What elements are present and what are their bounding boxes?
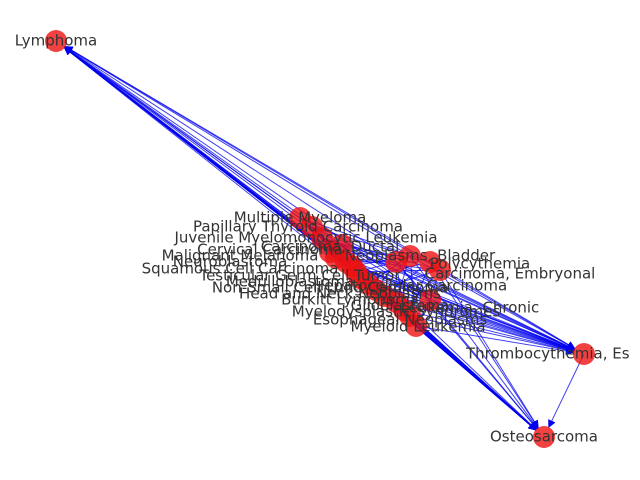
nodes-layer — [45, 30, 595, 448]
node-label-hepatocellular: Hepatocellular Carcinoma — [313, 277, 507, 295]
labels-layer: Lymphoma Thrombocythemia, Es Osteosarcoma M… — [15, 32, 630, 446]
node-label-cervical-carcinoma: Cervical Carcinoma — [197, 241, 343, 259]
node-label-carcinoma-embryonal: Carcinoma, Embryonal — [425, 265, 596, 283]
node-thrombocythemia — [573, 343, 595, 365]
edge-polycythemia-to-lymphoma — [64, 46, 431, 263]
edge-juvenile-myelomonocytic-to-lymphoma — [64, 46, 323, 239]
edge-leukemia-chronic-to-lymphoma — [64, 46, 431, 301]
node-label-malignant-melanoma: Malignant Melanoma — [162, 247, 319, 265]
edge-hepatocellular-to-thrombocythemia — [395, 261, 576, 350]
node-label-juvenile-myelomonocytic: Juvenile Myelomonocytic Leukemia — [173, 229, 437, 247]
edge-bladder-to-osteosarcoma — [409, 255, 539, 429]
node-label-esophageal: Esophageal Neoplasms — [313, 311, 488, 329]
node-label-osteosarcoma: Osteosarcoma — [490, 428, 598, 446]
node-label-neuroblastoma: Neuroblastoma — [173, 253, 288, 271]
node-lymphoma — [45, 30, 67, 52]
node-label-papillary-thyroid: Papillary Thyroid Carcinoma — [193, 218, 403, 236]
node-label-head-neck: Head and Neck Neoplasms — [239, 285, 441, 303]
edge-esophageal-to-thrombocythemia — [409, 315, 575, 355]
edge-polycythemia-to-osteosarcoma — [429, 261, 539, 429]
edge-leukemia-chronic-to-thrombocythemia — [429, 299, 575, 352]
node-label-glioblastoma: Glioblastoma — [351, 297, 450, 315]
node-myeloid-leukemia — [405, 315, 427, 337]
node-polycythemia — [419, 251, 441, 273]
edge-myelodysplastic-to-thrombocythemia — [403, 309, 575, 354]
node-label-myelodysplastic: Myelodysplastic Syndromes — [292, 303, 501, 321]
edge-polycythemia-to-thrombocythemia — [429, 261, 576, 349]
node-label-squamous-carcinoma: Squamous Cell Carcinoma — [142, 260, 339, 278]
node-osteosarcoma — [533, 426, 555, 448]
node-label-medulloblastoma: Medulloblastoma — [226, 273, 354, 291]
edge-papillary-thyroid-to-lymphoma — [64, 46, 313, 228]
node-label-non-small-cell: Non-Small Cell Lung Carcinoma — [212, 279, 448, 297]
node-label-myeloid-leukemia: Myeloid Leukemia — [350, 318, 485, 336]
edge-burkitt-to-thrombocythemia — [383, 295, 575, 353]
node-label-multiple-myeloma: Multiple Myeloma — [234, 209, 367, 227]
edge-carcinoma-embryonal-to-osteosarcoma — [439, 269, 539, 429]
node-label-lymphoma: Lymphoma — [15, 32, 97, 50]
edge-thrombocythemia-to-osteosarcoma — [548, 353, 585, 428]
edge-glioblastoma-to-thrombocythemia — [395, 301, 575, 354]
node-label-carcinoma-ductal: Carcinoma, Ductal — [261, 238, 400, 256]
node-leukemia-chronic — [419, 289, 441, 311]
node-label-burkitt: Burkitt Lymphoma — [281, 291, 419, 309]
node-label-bladder: Neoplasms, Bladder — [345, 247, 496, 265]
edge-esophageal-to-osteosarcoma — [409, 315, 537, 431]
node-label-leukemia-chronic: Leukemia, Chronic — [401, 299, 540, 317]
node-label-thrombocythemia: Thrombocythemia, Es — [465, 345, 630, 363]
edge-head-neck-to-thrombocythemia — [375, 289, 575, 353]
edge-hepatocellular-to-lymphoma — [64, 46, 397, 263]
edge-myeloid-leukemia-to-thrombocythemia — [415, 325, 575, 355]
edge-myeloid-leukemia-to-osteosarcoma — [415, 325, 537, 431]
node-hepatocellular — [385, 251, 407, 273]
node-label-polycythemia: Polycythemia — [430, 255, 530, 273]
edge-bladder-to-lymphoma — [64, 46, 411, 257]
node-label-testicular-germ-cell: Testicular Germ Cell Tumor — [198, 267, 401, 285]
